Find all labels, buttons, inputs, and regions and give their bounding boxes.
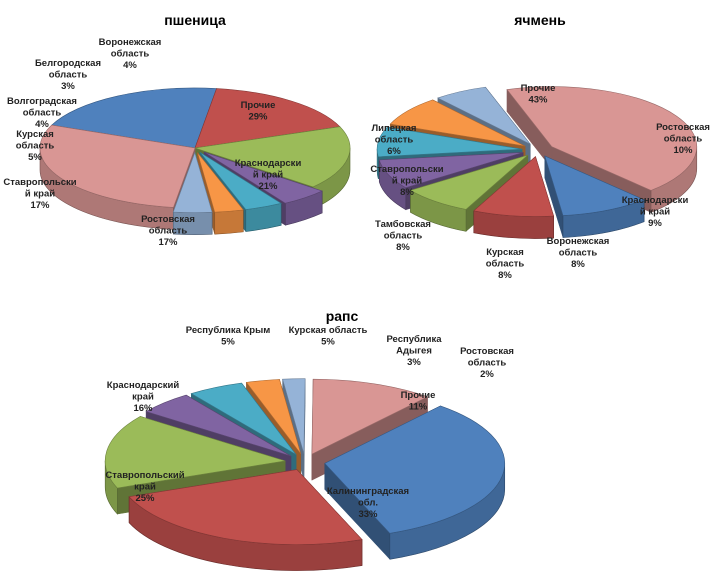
slice-top [197,152,244,213]
pie-chart-3: рапс Калининградская обл. 33% Ставропольский… [104,308,514,571]
data-label: Прочие 29% [241,100,276,123]
slice-top [199,151,282,210]
pie-slice [172,151,213,235]
slice-top [194,88,341,149]
slice-top [104,416,286,489]
slice-top [39,124,196,208]
slice-top [194,126,351,188]
slice-top [409,154,528,210]
data-label: Краснодарски й край 9% [622,195,689,229]
slice-top [437,86,531,145]
slice-top [203,151,323,204]
pie-chart-2: ячмень Прочие 43% Ростовская область 10% Красн… [370,12,710,281]
data-label: Краснодарский край 16% [107,380,180,414]
data-label: Прочие 43% [521,83,556,106]
data-label: Тамбовская область 8% [375,219,431,253]
data-label: Ставропольски й край 17% [3,177,76,211]
data-label: Краснодарски й край 21% [235,158,302,192]
slice-top [190,382,297,455]
chart-title: ячмень [514,12,566,28]
data-label: Республика Адыгея 3% [386,334,442,368]
pie-slice [544,155,645,238]
slice-top [172,151,213,213]
data-label: Ростовская область 10% [656,122,710,156]
slice-top [389,99,526,147]
data-label: Ставропольский край 25% [105,470,184,504]
data-label: Воронежская область 8% [547,236,610,270]
slice-top [378,152,524,189]
data-label: Волгоградская область 4% [7,96,77,130]
data-label: Воронежская область 4% [99,37,162,71]
chart-title: пшеница [164,12,226,28]
data-label: Курская область 5% [16,129,55,163]
slice-top [128,469,363,545]
slice-top [473,156,555,217]
data-label: Калининградская обл. 33% [327,486,409,520]
data-label: Ставропольски й край 8% [370,164,443,198]
data-label: Курская область 5% [289,325,368,348]
slice-top [245,379,302,455]
chart-title: рапс [326,308,359,324]
slice-rim [214,209,244,235]
data-label: Липецкая область 6% [372,123,417,157]
slice-top [282,378,306,454]
slice-top [145,394,292,457]
slice-top [311,378,429,455]
slice-top [324,405,505,534]
pie-chart-1: пшеница Прочие 29% Краснодарски й край 21% Рос… [3,12,351,248]
data-label: Ростовская область 2% [460,346,514,380]
slice-top [376,126,523,158]
data-label: Республика Крым 5% [186,325,271,348]
data-label: Ростовская область 17% [141,214,195,248]
slice-top [544,155,645,216]
pie-slice [324,405,506,560]
pie-slice [128,468,363,571]
data-label: Белгородская область 3% [35,58,101,92]
pie-slice [473,155,555,239]
slice-top [51,87,217,149]
data-label: Прочие 11% [401,390,436,413]
slice-top [506,86,698,191]
data-label: Курская область 8% [486,247,525,281]
